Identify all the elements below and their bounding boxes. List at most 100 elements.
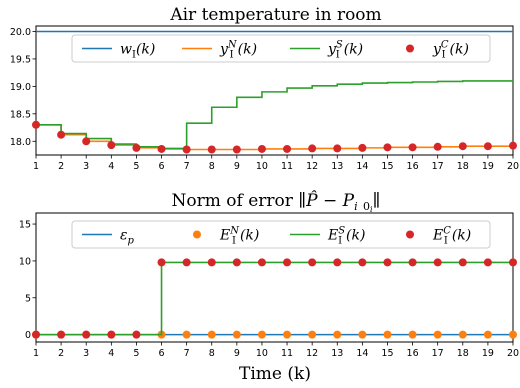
error-norm-series-1-point xyxy=(383,330,392,339)
temperature-series-3-point xyxy=(433,142,442,151)
legend-arg: (k) xyxy=(240,228,259,244)
legend-main: y xyxy=(432,42,442,58)
error-norm-xtick-label: 10 xyxy=(256,348,268,359)
error-norm-series-1-point xyxy=(509,330,517,339)
temperature-series-3-point xyxy=(333,144,342,153)
error-norm-xtick-label: 15 xyxy=(381,348,393,359)
temperature-xtick-label: 3 xyxy=(83,161,89,172)
temperature-chart-title: Air temperature in room xyxy=(169,5,381,25)
temperature-xtick-label: 17 xyxy=(432,161,444,172)
temperature-series-3-point xyxy=(308,144,317,153)
error-norm-series-3-point xyxy=(509,258,517,267)
temperature-xtick-label: 13 xyxy=(331,161,343,172)
legend-sub: I xyxy=(338,236,342,247)
temperature-xtick-label: 8 xyxy=(209,161,215,172)
error-norm-series-3-point xyxy=(408,258,417,267)
temperature-series-3-point xyxy=(383,143,392,152)
legend-arg: (k) xyxy=(136,42,155,58)
temperature-series-3-point xyxy=(207,145,216,154)
error-norm-series-1-point xyxy=(358,330,367,339)
legend-main: E xyxy=(432,228,443,244)
temperature-xtick-label: 10 xyxy=(256,161,268,172)
error-norm-legend-marker xyxy=(193,230,201,239)
error-norm-series-1-point xyxy=(308,330,317,339)
legend-main: y xyxy=(327,42,337,58)
temperature-series xyxy=(32,30,517,154)
error-norm-legend-label: εp xyxy=(120,228,135,247)
error-norm-series-3-point xyxy=(82,330,91,339)
legend-sub: p xyxy=(128,236,135,247)
legend-sub: I xyxy=(230,50,234,61)
legend-main: y xyxy=(219,42,229,58)
error-norm-chart-title: Norm of error ∥P̂ − Pi 0i∥ xyxy=(172,191,381,214)
legend-arg: (k) xyxy=(450,42,469,58)
legend-main: E xyxy=(219,228,230,244)
error-norm-xtick-label: 13 xyxy=(331,348,343,359)
error-norm-series-3-point xyxy=(383,258,392,267)
temperature-series-3-point xyxy=(509,141,517,150)
error-norm-series-3-point xyxy=(257,258,266,267)
temperature-xtick-label: 9 xyxy=(234,161,240,172)
error-norm-xtick-label: 19 xyxy=(482,348,494,359)
error-norm-series-3-point xyxy=(132,330,141,339)
temperature-series-3-point xyxy=(182,145,191,154)
temperature-xtick-label: 20 xyxy=(507,161,519,172)
error-norm-series-3-point xyxy=(57,330,66,339)
error-norm-title-end: ∥ xyxy=(373,191,381,211)
temperature-legend-label: yN I (k) xyxy=(219,40,257,61)
error-norm-series-3-point xyxy=(483,258,492,267)
error-norm-xtick-label: 7 xyxy=(184,348,190,359)
legend-sub: I xyxy=(442,50,446,61)
legend-arg: (k) xyxy=(346,228,365,244)
temperature-series-3-point xyxy=(283,144,292,153)
temperature-series-3-point xyxy=(157,144,166,153)
temperature-xtick-label: 5 xyxy=(133,161,139,172)
error-norm-xtick-label: 11 xyxy=(281,348,293,359)
legend-main: E xyxy=(327,228,338,244)
temperature-xtick-label: 19 xyxy=(482,161,494,172)
error-norm-xtick-label: 20 xyxy=(507,348,519,359)
temperature-legend-marker xyxy=(406,44,414,53)
error-norm-xtick-label: 3 xyxy=(83,348,89,359)
temperature-series-3-point xyxy=(57,130,66,139)
temperature-xtick-label: 4 xyxy=(108,161,114,172)
temperature-plot-area xyxy=(35,25,514,156)
temperature-series-3-point xyxy=(107,141,116,150)
temperature-series-3-point xyxy=(483,142,492,151)
error-norm-ytick-label: 5 xyxy=(25,293,31,304)
temperature-legend-label: yC I (k) xyxy=(432,40,469,61)
error-norm-xtick-label: 17 xyxy=(432,348,444,359)
temperature-chart: Air temperature in room 1 2 3 4 5 6 7 8 9 10 11 12 1… xyxy=(10,5,519,172)
error-norm-series-3-point xyxy=(157,258,166,267)
error-norm-legend-label: EN I (k) xyxy=(219,226,259,247)
temperature-xtick-label: 11 xyxy=(281,161,293,172)
error-norm-xtick-label: 9 xyxy=(234,348,240,359)
legend-arg: (k) xyxy=(238,42,257,58)
error-norm-series-3-point xyxy=(308,258,317,267)
legend-sup: N xyxy=(227,40,238,51)
error-norm-series-1-point xyxy=(207,330,216,339)
error-norm-xlabel: Time (k) xyxy=(239,364,311,384)
error-norm-title-text: Norm of error xyxy=(172,191,294,211)
legend-sub: I xyxy=(232,236,236,247)
error-norm-title-sub-i2: i xyxy=(370,205,373,214)
temperature-xtick-label: 15 xyxy=(381,161,393,172)
error-norm-xtick-label: 6 xyxy=(159,348,165,359)
legend-sup: S xyxy=(338,226,345,237)
temperature-legend-label: yS I (k) xyxy=(327,40,363,61)
error-norm-legend-marker xyxy=(406,230,414,239)
error-norm-xtick-label: 12 xyxy=(306,348,318,359)
temperature-ytick-label: 19.0 xyxy=(10,82,31,93)
error-norm-xtick-label: 8 xyxy=(209,348,215,359)
temperature-ytick-label: 20.0 xyxy=(10,27,31,38)
error-norm-series-1-point xyxy=(333,330,342,339)
error-norm-series-3-point xyxy=(107,330,116,339)
temperature-legend-label: wI(k) xyxy=(120,42,155,61)
temperature-series-3-point xyxy=(408,143,417,152)
error-norm-series xyxy=(32,258,517,339)
error-norm-xtick-label: 2 xyxy=(58,348,64,359)
error-norm-series-2-step-line xyxy=(36,261,513,336)
temperature-xtick-label: 14 xyxy=(356,161,368,172)
error-norm-legend-box xyxy=(71,220,491,249)
